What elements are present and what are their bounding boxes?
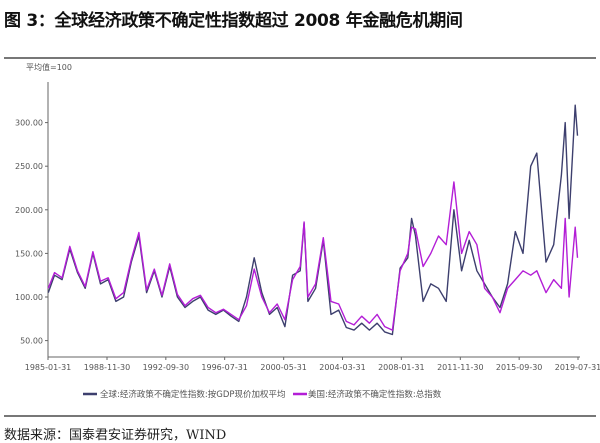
x-tick-label: 1985-01-31 [25,363,72,372]
y-tick-label: 300.00 [15,119,43,128]
x-tick-label: 1996-07-31 [201,363,248,372]
legend-label: 美国:经济政策不确定性指数:总指数 [308,389,442,400]
series-line-us [47,181,579,331]
x-tick-label: 1988-11-30 [84,363,131,372]
y-tick-label: 200.00 [15,206,43,215]
y-tick-label: 250.00 [15,162,43,171]
unit-label: 平均值=100 [26,63,72,72]
y-tick-label: 50.00 [20,337,43,346]
legend-label: 全球:经济政策不确定性指数:按GDP现价加权平均 [100,389,286,400]
bottom-divider [4,415,596,417]
x-tick-label: 2019-07-31 [555,363,600,372]
x-tick-label: 2008-01-31 [378,363,425,372]
x-tick-label: 2004-03-31 [319,363,366,372]
x-tick-label: 1992-09-30 [143,363,190,372]
x-tick-label: 2000-05-31 [260,363,307,372]
y-tick-label: 150.00 [15,249,43,258]
x-tick-label: 2011-11-30 [437,363,484,372]
source-note: 数据来源：国泰君安证券研究，WIND [4,428,227,443]
series-line-global [47,104,579,336]
top-divider [4,57,596,59]
x-tick-label: 2015-09-30 [496,363,543,372]
figure-title: 图 3：全球经济政策不确定性指数超过 2008 年金融危机期间 [4,11,463,31]
y-tick-label: 100.00 [15,293,43,302]
